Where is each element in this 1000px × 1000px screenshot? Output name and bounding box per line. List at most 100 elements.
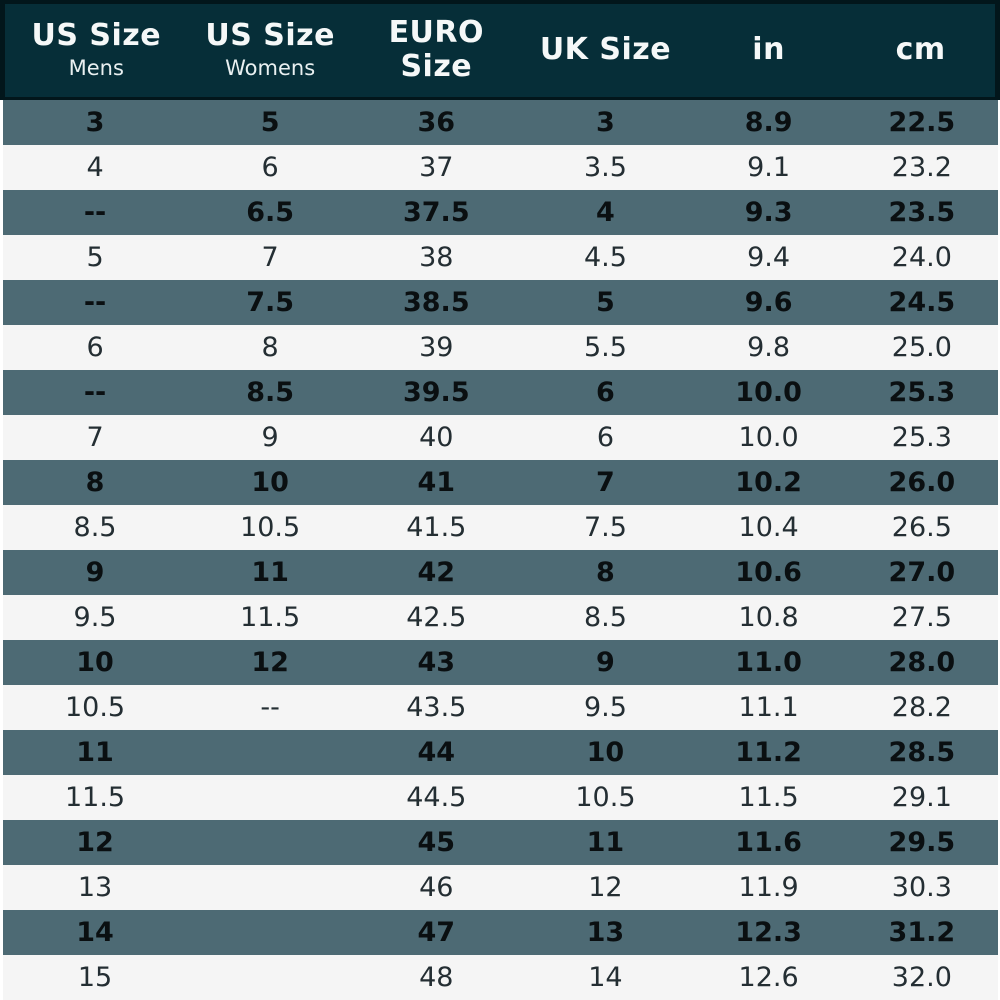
size-cell: 37 (352, 145, 520, 191)
size-cell: 25.0 (846, 325, 998, 371)
size-cell: 10.0 (691, 415, 847, 461)
size-cell: 7.5 (519, 505, 691, 551)
size-cell: 11.9 (691, 864, 847, 910)
size-cell: 43 (352, 639, 520, 685)
size-cell: 26.5 (846, 505, 998, 551)
size-cell: 13 (2, 864, 188, 910)
size-cell: 9 (187, 415, 353, 461)
size-cell: 10.4 (691, 505, 847, 551)
size-cell (187, 774, 353, 820)
size-cell: 41.5 (352, 505, 520, 551)
col-title: in (752, 32, 785, 67)
size-cell: 12.3 (691, 909, 847, 955)
size-cell: 3 (2, 98, 188, 146)
size-cell: 26.0 (846, 460, 998, 506)
size-cell: 4 (519, 190, 691, 236)
size-cell: 44.5 (352, 774, 520, 820)
size-cell: 5 (519, 280, 691, 326)
table-row: 12 45 11 11.6 29.5 (2, 819, 998, 865)
size-cell: 32.0 (846, 954, 998, 1000)
table-row: 6 8 39 5.5 9.8 25.0 (2, 325, 998, 371)
size-cell: 10 (2, 639, 188, 685)
size-cell: 24.5 (846, 280, 998, 326)
size-cell (187, 729, 353, 775)
size-cell: 3 (519, 98, 691, 146)
size-cell: 6 (519, 415, 691, 461)
size-cell: 5 (187, 98, 353, 146)
table-row: 15 48 14 12.6 32.0 (2, 954, 998, 1000)
table-row: 10.5 -- 43.5 9.5 11.1 28.2 (2, 684, 998, 730)
size-cell: 7 (2, 415, 188, 461)
size-cell: 7.5 (187, 280, 353, 326)
col-header-us-size-womens: US Size Womens (187, 0, 353, 100)
size-cell: 14 (2, 909, 188, 955)
table-header: US Size Mens US Size Womens EURO Size UK… (0, 0, 1000, 100)
size-cell: 8 (187, 325, 353, 371)
table-row: 13 46 12 11.9 30.3 (2, 864, 998, 910)
size-cell: 11.5 (2, 774, 188, 820)
size-cell: 13 (519, 909, 691, 955)
size-cell: 47 (352, 909, 520, 955)
size-cell: 12 (519, 864, 691, 910)
size-cell: 28.0 (846, 639, 998, 685)
size-cell: 11.5 (187, 595, 353, 640)
size-cell: 10.6 (691, 550, 847, 595)
size-cell: 10.0 (691, 370, 847, 416)
size-cell: -- (2, 280, 188, 326)
size-cell: 25.3 (846, 415, 998, 461)
size-cell: 8.5 (519, 595, 691, 640)
table-row: 9.5 11.5 42.5 8.5 10.8 27.5 (2, 595, 998, 640)
size-cell: 29.1 (846, 774, 998, 820)
size-cell: 9.8 (691, 325, 847, 371)
table-row: 11 44 10 11.2 28.5 (2, 729, 998, 775)
size-cell: 10 (519, 729, 691, 775)
size-cell: 29.5 (846, 819, 998, 865)
size-cell: 11.1 (691, 684, 847, 730)
size-cell: 44 (352, 729, 520, 775)
table-row: 7 9 40 6 10.0 25.3 (2, 415, 998, 461)
size-cell: 9.1 (691, 145, 847, 191)
size-cell (187, 864, 353, 910)
size-cell: 10 (187, 460, 353, 506)
table-row: 9 11 42 8 10.6 27.0 (2, 550, 998, 595)
size-cell: 10.5 (187, 505, 353, 551)
size-cell: 42.5 (352, 595, 520, 640)
table-row: 5 7 38 4.5 9.4 24.0 (2, 235, 998, 281)
size-cell: 22.5 (846, 98, 998, 146)
size-cell: 23.5 (846, 190, 998, 236)
col-header-euro-size: EURO Size (352, 0, 520, 100)
size-cell (187, 909, 353, 955)
col-header-uk-size: UK Size (519, 0, 691, 100)
size-cell: 15 (2, 954, 188, 1000)
size-cell: 4.5 (519, 235, 691, 281)
size-cell: 28.5 (846, 729, 998, 775)
table-row: 4 6 37 3.5 9.1 23.2 (2, 145, 998, 191)
size-cell: 3.5 (519, 145, 691, 191)
size-cell: 11.6 (691, 819, 847, 865)
table-row: 14 47 13 12.3 31.2 (2, 909, 998, 955)
size-cell: 38 (352, 235, 520, 281)
size-cell: 8 (519, 550, 691, 595)
size-cell (187, 819, 353, 865)
size-cell: 12 (187, 639, 353, 685)
size-cell: 38.5 (352, 280, 520, 326)
size-cell: 11.2 (691, 729, 847, 775)
table-row: 11.5 44.5 10.5 11.5 29.1 (2, 774, 998, 820)
size-cell: 5 (2, 235, 188, 281)
size-cell: 5.5 (519, 325, 691, 371)
size-cell: 24.0 (846, 235, 998, 281)
size-cell: -- (2, 190, 188, 236)
size-cell: 12.6 (691, 954, 847, 1000)
size-cell: 9 (519, 639, 691, 685)
size-cell: 9.5 (519, 684, 691, 730)
size-cell: 7 (519, 460, 691, 506)
size-cell: 39.5 (352, 370, 520, 416)
size-cell: 30.3 (846, 864, 998, 910)
table-row: 3 5 36 3 8.9 22.5 (2, 98, 998, 146)
size-cell: 8 (2, 460, 188, 506)
size-cell: 10.8 (691, 595, 847, 640)
header-row: US Size Mens US Size Womens EURO Size UK… (0, 0, 1000, 100)
table-row: 8 10 41 7 10.2 26.0 (2, 460, 998, 506)
size-cell: 8.5 (187, 370, 353, 416)
